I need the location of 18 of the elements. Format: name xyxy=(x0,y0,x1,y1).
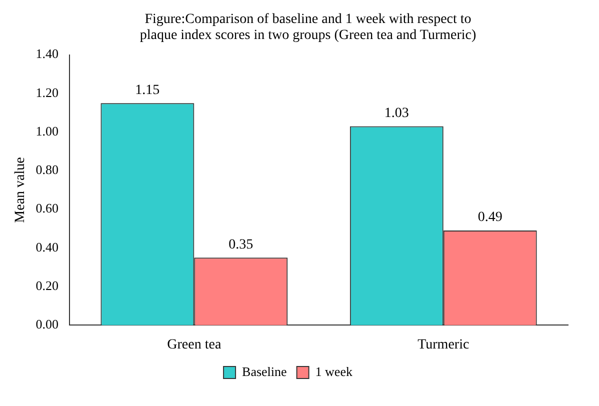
y-axis-title: Mean value xyxy=(13,157,28,223)
legend-label: Baseline xyxy=(242,364,288,379)
y-tick-label: 0.00 xyxy=(36,316,59,332)
chart-title: Figure:Comparison of baseline and 1 week with respect to plaque index scores in two groups (Green tea and Turmeric) xyxy=(138,11,478,44)
y-tick-label: 1.40 xyxy=(36,46,59,62)
y-tick-label: 1.00 xyxy=(36,123,59,138)
data-label: 0.49 xyxy=(478,210,502,226)
y-tick-label: 0.80 xyxy=(36,162,59,178)
y-tick-label: 1.20 xyxy=(36,84,59,100)
y-tick-label: 0.20 xyxy=(36,278,59,293)
data-label: 1.15 xyxy=(135,82,160,98)
x-tick-label: Green tea xyxy=(167,337,222,352)
data-label: 1.03 xyxy=(384,106,409,121)
y-tick-label: 0.60 xyxy=(36,200,59,216)
legend-label: 1 week xyxy=(315,364,353,379)
x-tick-label: Turmeric xyxy=(418,337,470,352)
y-tick-label: 0.40 xyxy=(36,239,59,254)
data-label: 0.35 xyxy=(228,237,254,252)
